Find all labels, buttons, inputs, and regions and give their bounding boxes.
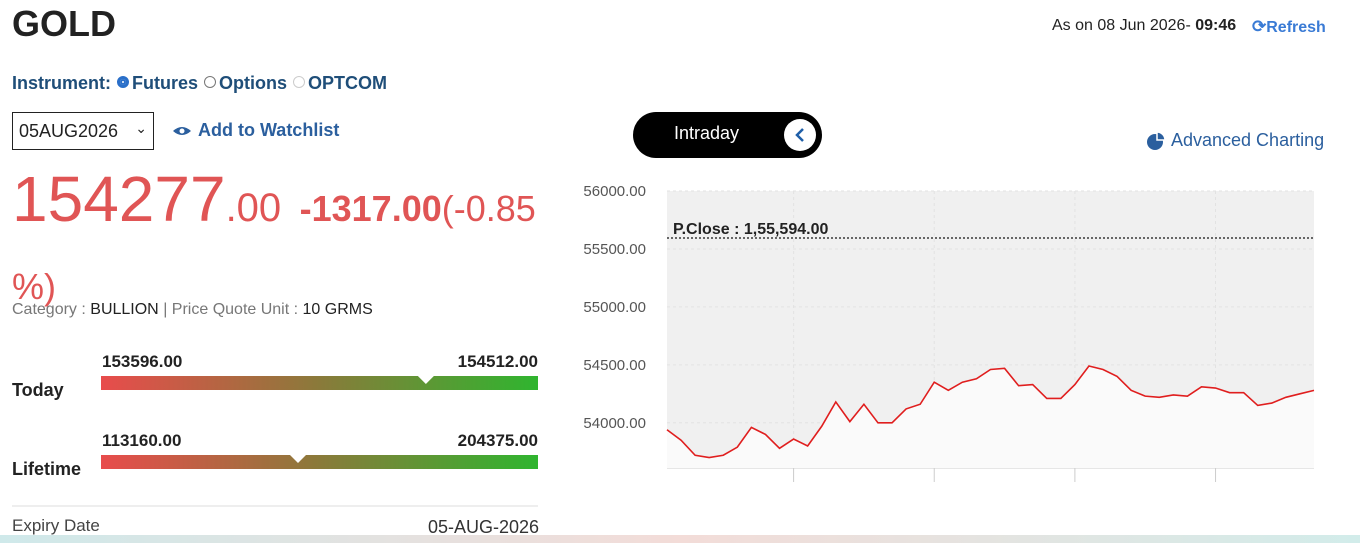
instrument-option-label: OPTCOM (308, 73, 388, 93)
add-watchlist[interactable]: Add to Watchlist (198, 120, 340, 140)
y-tick-label: 56000.00 (583, 183, 646, 200)
range-label: Today (12, 380, 64, 400)
expiry-label: Expiry Date (12, 516, 100, 535)
y-tick-label: 54000.00 (583, 415, 646, 432)
range-low: 113160.00 (102, 431, 182, 450)
instrument-option[interactable]: OPTCOM (287, 73, 387, 93)
refresh-label: Refresh (1266, 19, 1326, 36)
range-marker (289, 455, 306, 463)
instrument-option[interactable]: Options (198, 73, 287, 93)
expiry-select-value: 05AUG2026 (19, 121, 119, 141)
instrument-option-label: Options (219, 73, 288, 93)
timestamp: As on 08 Jun 2026- 09:46 (1052, 17, 1236, 35)
instrument-option-label: Futures (132, 73, 199, 93)
y-tick-label: 55500.00 (583, 241, 646, 258)
radio[interactable] (117, 76, 129, 88)
range-low: 153596.00 (102, 352, 183, 371)
radio[interactable] (293, 76, 306, 88)
price: 154277 (12, 163, 226, 235)
reference-label: P.Close : 1,55,594.00 (673, 221, 828, 238)
advanced-charting-icon[interactable] (1147, 131, 1166, 150)
instrument-option[interactable]: Futures (111, 73, 198, 93)
range-label: Lifetime (12, 459, 82, 479)
page-title: GOLD (12, 3, 116, 44)
unit: 10 GRMS (302, 301, 373, 318)
period-label[interactable]: Intraday (674, 123, 740, 143)
range-bar (101, 455, 538, 469)
range-bar (101, 376, 538, 390)
expiry-value: 05-AUG-2026 (428, 517, 540, 537)
details: Category : BULLION | Price Quote Unit : … (12, 301, 373, 319)
unit-label: Price Quote Unit : (171, 301, 299, 318)
expiry-select[interactable]: 05AUG2026 ⌄ (12, 112, 154, 150)
price-line (666, 365, 1315, 459)
separator: | (163, 301, 168, 318)
change-percent: (-0.85 %) (12, 188, 536, 307)
range-marker (417, 376, 434, 384)
quote: 154277.00 -1317.00(-0.85 %) (12, 164, 542, 330)
as-on-label: As on 08 Jun 2026- (1052, 17, 1191, 34)
instrument-label: Instrument: (12, 73, 111, 93)
instrument-row: Instrument: Futures Options OPTCOM (12, 73, 387, 94)
price-decimals: .00 (225, 186, 282, 230)
radio[interactable] (204, 76, 217, 88)
instrument-options: Futures Options OPTCOM (111, 73, 387, 93)
y-tick-label: 55000.00 (583, 299, 646, 316)
period-toggle[interactable] (633, 112, 822, 158)
area (667, 366, 1314, 468)
footer-strip (0, 535, 1360, 543)
advanced-charting[interactable]: Advanced Charting (1171, 130, 1325, 150)
category: BULLION (90, 301, 159, 318)
range-high: 154512.00 (457, 352, 538, 371)
category-label: Category : (12, 301, 86, 318)
as-on-time: 09:46 (1195, 17, 1237, 34)
change: -1317.00 (299, 188, 442, 229)
y-tick-label: 54500.00 (583, 357, 646, 374)
range-high: 204375.00 (457, 431, 538, 450)
watchlist-icon[interactable] (173, 127, 191, 135)
refresh[interactable]: ⟳Refresh (1252, 17, 1326, 36)
